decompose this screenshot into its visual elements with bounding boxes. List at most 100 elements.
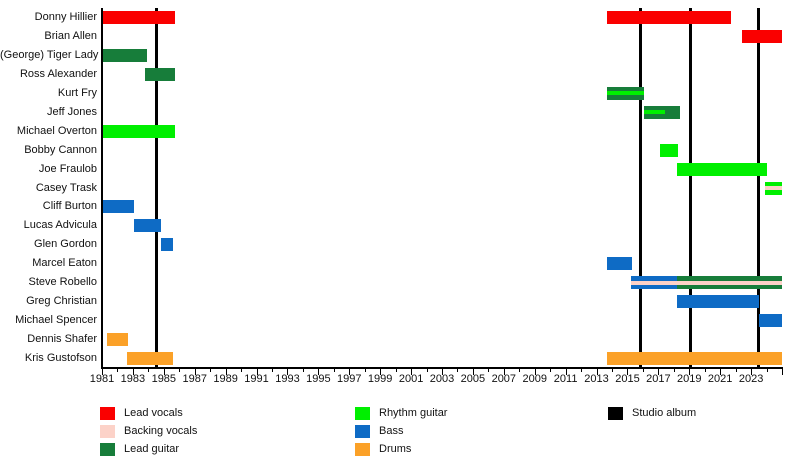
y-axis <box>100 8 103 369</box>
x-axis-major-tick <box>318 369 320 375</box>
x-axis-minor-tick <box>519 369 521 372</box>
year-tick-label: 1985 <box>151 373 177 385</box>
legend-label: Lead vocals <box>124 407 183 419</box>
year-tick-label: 1997 <box>337 373 362 385</box>
member-name-label: Michael Spencer <box>15 314 97 327</box>
member-name-label: Marcel Eaton <box>32 257 97 270</box>
legend-swatch <box>100 425 115 438</box>
year-tick-label: 2011 <box>553 373 578 385</box>
legend-swatch <box>100 443 115 456</box>
x-axis-minor-tick <box>395 369 397 372</box>
x-axis-minor-tick <box>364 369 366 372</box>
studio-album-line <box>154 8 158 368</box>
x-axis-minor-tick <box>642 369 644 372</box>
member-name-label: Michael Overton <box>16 124 97 137</box>
x-axis-minor-tick <box>550 369 552 372</box>
x-axis-major-tick <box>102 369 103 375</box>
x-axis-major-tick <box>194 369 196 375</box>
x-axis-minor-tick <box>673 369 675 372</box>
timeline-bar <box>630 276 677 290</box>
legend-swatch <box>608 407 623 420</box>
x-axis-major-tick <box>658 369 660 375</box>
x-axis-minor-tick <box>581 369 583 372</box>
timeline-bar <box>102 200 135 214</box>
timeline-bar <box>741 29 782 43</box>
x-axis-major-tick <box>132 369 134 375</box>
legend-swatch <box>355 407 370 420</box>
x-axis-minor-tick <box>210 369 212 372</box>
year-tick-label: 1987 <box>182 373 207 385</box>
x-axis-major-tick <box>627 369 629 375</box>
legend-swatch <box>355 443 370 456</box>
year-tick-label: 2017 <box>646 373 671 385</box>
year-tick-label: 2007 <box>491 373 517 385</box>
timeline-bar <box>102 124 175 138</box>
x-axis-major-tick <box>163 369 165 375</box>
x-axis-minor-tick <box>272 369 273 372</box>
legend-label: Rhythm guitar <box>379 407 448 419</box>
x-axis-minor-tick <box>117 369 119 372</box>
x-axis-major-tick <box>287 369 289 375</box>
timeline-bar <box>758 314 782 328</box>
x-axis-major-tick <box>225 369 227 375</box>
studio-album-line <box>639 8 643 368</box>
timeline-bar <box>676 276 782 290</box>
timeline-bar <box>145 67 175 81</box>
timeline-bar <box>676 162 767 176</box>
year-tick-label: 2005 <box>460 373 486 385</box>
year-tick-label: 2001 <box>398 373 424 385</box>
x-axis-minor-tick <box>457 369 459 372</box>
member-name-label: Donny Hillier <box>34 11 97 23</box>
x-axis-major-tick <box>411 369 413 375</box>
year-tick-label: 2009 <box>522 373 547 385</box>
studio-album-line <box>756 8 760 368</box>
legend-label: Lead guitar <box>124 443 180 455</box>
role-stripe <box>765 186 782 190</box>
x-axis-minor-tick <box>488 369 490 372</box>
legend-swatch <box>100 407 115 420</box>
timeline-bar <box>659 143 679 157</box>
member-name-label: Joe Fraulob <box>38 162 97 175</box>
role-stripe <box>630 280 677 285</box>
x-axis-minor-tick <box>179 369 181 372</box>
x-axis-minor-tick <box>735 369 737 372</box>
x-axis-major-tick <box>751 369 753 375</box>
x-axis-major-tick <box>565 369 567 375</box>
year-tick-label: 1993 <box>275 373 300 385</box>
x-axis-major-tick <box>256 369 258 375</box>
member-name-label: Jeff Jones <box>47 105 97 118</box>
x-axis-major-tick <box>534 369 536 375</box>
x-axis-minor-tick <box>241 369 243 372</box>
timeline-bar <box>102 48 147 62</box>
year-tick-label: 2019 <box>677 373 702 385</box>
member-name-label: Lucas Advicula <box>23 219 97 232</box>
legend-item: Rhythm guitar <box>355 406 585 423</box>
legend-label: Backing vocals <box>124 425 198 437</box>
x-axis-major-tick <box>782 369 783 375</box>
x-axis-minor-tick <box>426 369 428 372</box>
x-axis-major-tick <box>349 369 351 375</box>
year-tick-label: 1983 <box>120 373 146 385</box>
x-axis-major-tick <box>720 369 722 375</box>
role-stripe <box>676 280 782 285</box>
timeline-bar <box>106 333 129 347</box>
x-axis-major-tick <box>689 369 691 375</box>
year-tick-label: 2013 <box>584 373 609 385</box>
legend-item: Lead guitar <box>100 442 330 458</box>
year-tick-label: 2015 <box>615 373 640 385</box>
member-name-label: Glen Gordon <box>34 238 97 251</box>
legend-label: Drums <box>379 443 412 455</box>
legend-item: Bass <box>355 424 585 441</box>
legend-item: Drums <box>355 442 585 458</box>
x-axis-major-tick <box>380 369 382 375</box>
legend-item: Lead vocals <box>100 406 330 423</box>
timeline-bar <box>607 352 782 366</box>
x-axis-major-tick <box>596 369 598 375</box>
x-axis-major-tick <box>503 369 505 375</box>
timeline-bar <box>134 219 161 233</box>
member-name-label: Casey Trask <box>35 181 97 194</box>
member-name-label: Dennis Shafer <box>27 333 97 346</box>
member-name-label: Brian Allen <box>44 29 97 42</box>
timeline-bar <box>126 352 174 366</box>
legend-label: Studio album <box>632 407 697 419</box>
